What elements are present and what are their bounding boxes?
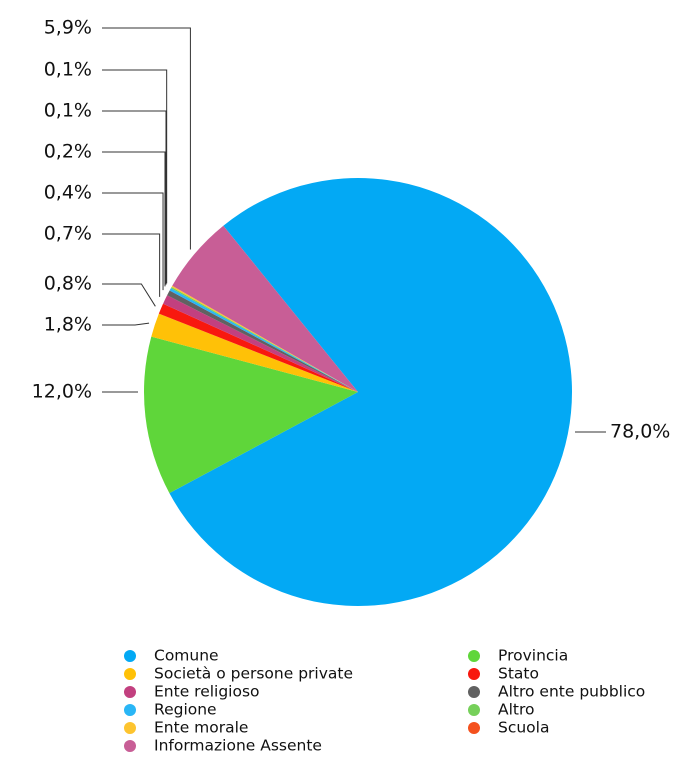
leader-line [102, 110, 167, 285]
data-label: 0,2% [44, 141, 92, 163]
leader-line [102, 233, 161, 297]
pie-slice [151, 313, 358, 392]
legend-label: Scuola [498, 719, 549, 737]
pie-slice [169, 288, 358, 392]
legend-swatch [468, 668, 480, 680]
data-label: 1,8% [44, 314, 92, 336]
leader-line [102, 27, 191, 250]
pie-slice [144, 336, 358, 494]
legend-label: Ente morale [154, 719, 248, 737]
legend-swatch [468, 686, 480, 698]
legend-label: Ente religioso [154, 683, 260, 701]
data-label: 78,0% [610, 421, 670, 443]
leader-line [102, 322, 150, 326]
data-label: 5,9% [44, 17, 92, 39]
pie-slice [170, 286, 358, 392]
pie-slice [167, 290, 358, 392]
pie-slice [163, 295, 358, 392]
legend-swatch [124, 722, 136, 734]
leader-line [102, 283, 156, 307]
legend-label: Provincia [498, 647, 568, 665]
data-label: 0,1% [44, 59, 92, 81]
legend-swatch [124, 740, 136, 752]
legend-swatch [468, 704, 480, 716]
pie-slice [171, 285, 358, 392]
pie-slice [158, 303, 358, 392]
leader-line [102, 69, 168, 284]
data-label: 12,0% [32, 381, 92, 403]
data-label: 0,7% [44, 223, 92, 245]
data-label: 0,4% [44, 182, 92, 204]
legend-label: Stato [498, 665, 539, 683]
pie-slice [169, 177, 572, 606]
legend-label: Regione [154, 701, 217, 719]
legend-label: Altro ente pubblico [498, 683, 645, 701]
legend-label: Altro [498, 701, 535, 719]
legend-label: Società o persone private [154, 665, 353, 683]
legend-swatch [124, 668, 136, 680]
data-label: 0,8% [44, 273, 92, 295]
legend-swatch [468, 650, 480, 662]
legend-label: Informazione Assente [154, 737, 322, 755]
leader-line [102, 192, 164, 291]
legend-swatch [124, 686, 136, 698]
legend-swatch [124, 704, 136, 716]
leader-line [102, 151, 166, 287]
legend-swatch [468, 722, 480, 734]
legend-label: Comune [154, 647, 219, 665]
data-label: 0,1% [44, 100, 92, 122]
legend-swatch [124, 650, 136, 662]
pie-slice [172, 225, 358, 392]
